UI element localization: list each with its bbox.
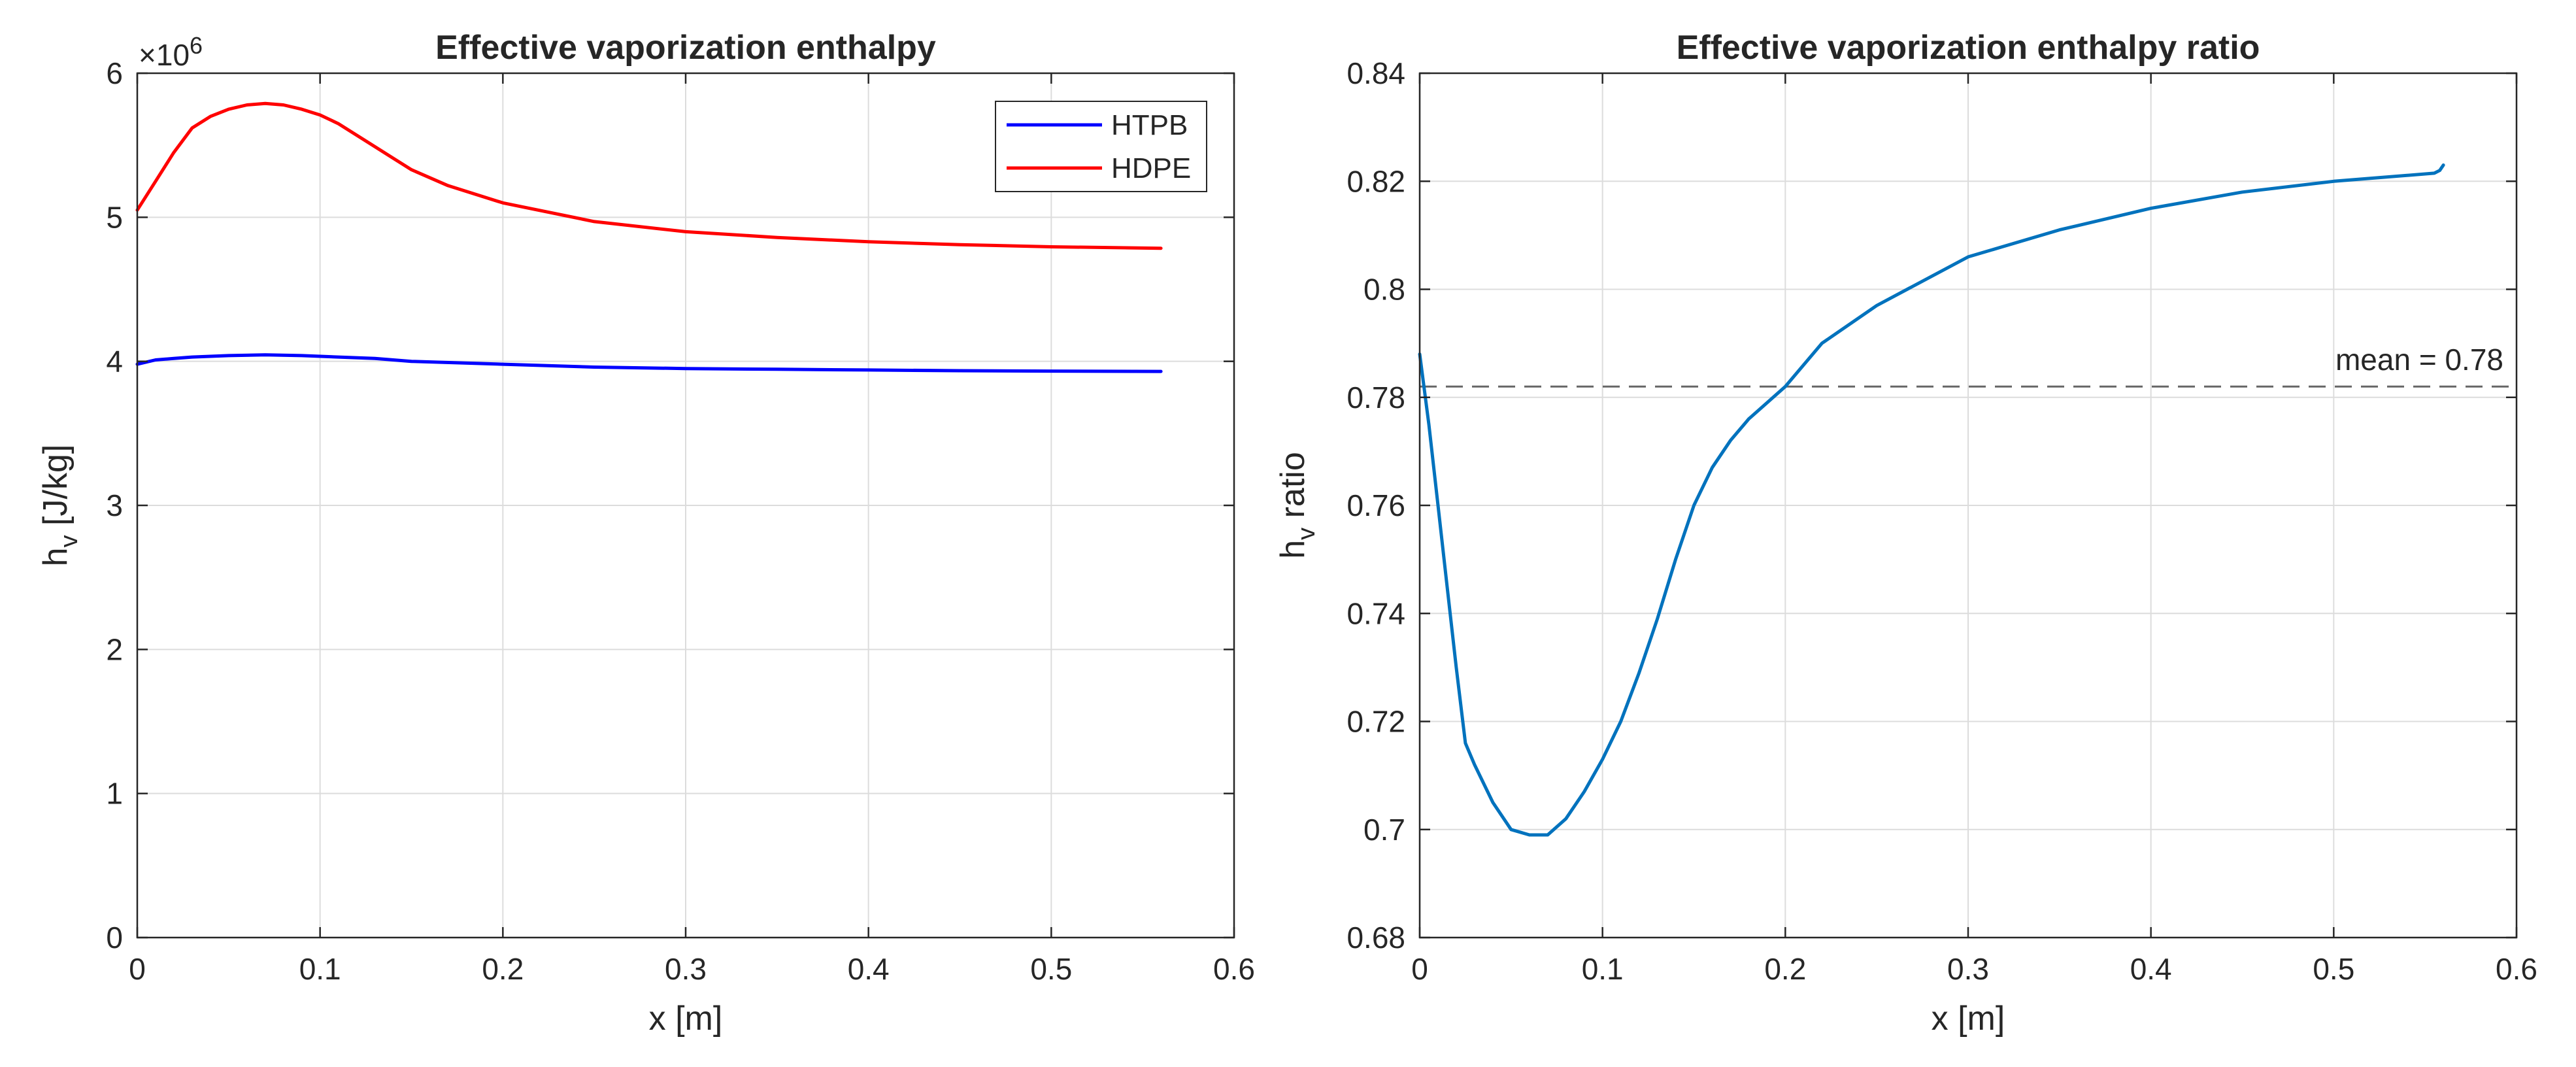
series-line-htpb xyxy=(135,353,1163,373)
chart-enthalpy: 0 0.1 0.2 0.3 0.4 0.5 0.6 0 1 2 3 4 5 6 Effective vap… xyxy=(37,29,1255,1038)
y-tick-label: 1 xyxy=(106,777,123,811)
y-tick-label: 0.8 xyxy=(1363,273,1405,307)
y-tick-label: 0.68 xyxy=(1347,921,1405,955)
x-tick-label: 0.3 xyxy=(1947,952,1989,986)
legend: HTPB HDPE xyxy=(995,101,1207,192)
y-tick-label: 0.76 xyxy=(1347,488,1405,522)
legend-label-hdpe: HDPE xyxy=(1111,152,1191,184)
y-axis-label: hv [J/kg] xyxy=(37,445,83,567)
x-tick-label: 0.3 xyxy=(665,952,707,986)
y-tick-label: 4 xyxy=(106,345,123,379)
x-axis-label: x [m] xyxy=(649,1000,723,1038)
mean-annotation: mean = 0.78 xyxy=(2335,343,2503,377)
x-tick-label: 0.6 xyxy=(1213,952,1255,986)
legend-label-htpb: HTPB xyxy=(1111,109,1188,141)
chart-title: Effective vaporization enthalpy ratio xyxy=(1677,29,2260,67)
x-tick-label: 0.5 xyxy=(2313,952,2354,986)
y-axis-label: hv ratio xyxy=(1274,452,1320,559)
x-tick-label: 0 xyxy=(1411,952,1428,986)
x-tick-label: 0.1 xyxy=(299,952,341,986)
y-tick-label: 0.84 xyxy=(1347,56,1405,90)
y-tick-label: 0.72 xyxy=(1347,705,1405,739)
y-tick-label: 0.82 xyxy=(1347,164,1405,198)
y-tick-label: 3 xyxy=(106,488,123,522)
x-tick-label: 0.2 xyxy=(482,952,524,986)
y-tick-label: 0 xyxy=(106,921,123,955)
y-exponent-label: ×106 xyxy=(139,32,203,72)
x-tick-label: 0 xyxy=(129,952,146,986)
chart-title: Effective vaporization enthalpy xyxy=(435,29,936,67)
y-tick-label: 5 xyxy=(106,200,123,234)
series-line-hdpe xyxy=(135,101,1163,250)
x-tick-label: 0.6 xyxy=(2496,952,2537,986)
series-line-ratio xyxy=(1418,163,2445,837)
x-tick-label: 0.1 xyxy=(1582,952,1624,986)
y-tick-label: 2 xyxy=(106,632,123,666)
y-tick-label: 6 xyxy=(106,56,123,90)
y-tick-label: 0.7 xyxy=(1363,813,1405,847)
x-tick-label: 0.4 xyxy=(848,952,890,986)
chart-enthalpy-ratio: 0 0.1 0.2 0.3 0.4 0.5 0.6 0.68 0.7 0.72 0.74 0.76 0.… xyxy=(1274,29,2537,1038)
x-tick-label: 0.2 xyxy=(1764,952,1806,986)
x-axis-label: x [m] xyxy=(1932,1000,2005,1038)
x-tick-label: 0.5 xyxy=(1030,952,1072,986)
x-tick-label: 0.4 xyxy=(2130,952,2172,986)
y-tick-label: 0.74 xyxy=(1347,596,1405,630)
y-tick-label: 0.78 xyxy=(1347,381,1405,415)
